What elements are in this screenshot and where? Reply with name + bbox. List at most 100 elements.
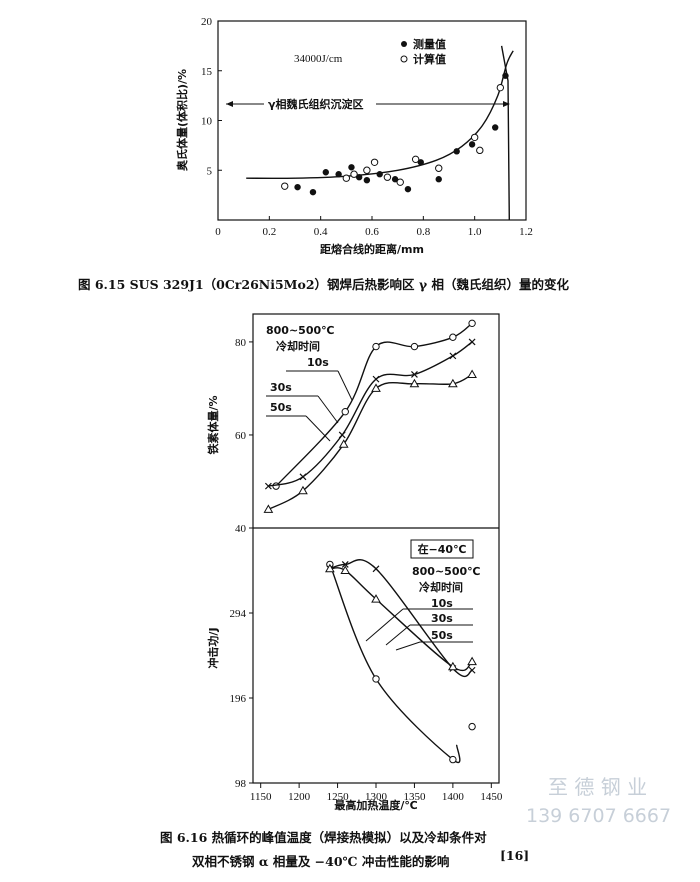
bottom-series-50s-point (325, 563, 335, 573)
data-point-open-circle (350, 170, 358, 178)
x-tick-label: 1350 (403, 791, 426, 803)
data-point-filled-circle (355, 174, 363, 181)
bottom-series-10s-point (372, 675, 380, 683)
bottom-y-tick-label: 294 (230, 608, 247, 620)
top-series-50s-point (371, 383, 381, 392)
data-point-filled-circle (335, 171, 342, 178)
chart-6-15-y-axis-label: 奥氏体量(体积比)/% (175, 69, 189, 172)
data-point-open-circle (496, 83, 505, 92)
condition-box (410, 539, 474, 559)
bottom-y-tick-label: 98 (235, 778, 247, 790)
y-tick-label: 5 (207, 165, 213, 177)
chart-6-16-x-axis-label: 最高加热温度/℃ (334, 798, 417, 812)
top-series-10s-point (372, 342, 380, 351)
bottom-series-50s-point (448, 661, 458, 671)
bottom-series-10s-point (468, 722, 476, 731)
top-series-30s-point (449, 352, 457, 360)
top-series-10s-point (410, 342, 419, 351)
chart-6-15-x-axis-label: 距熔合线的距离/mm (320, 242, 424, 256)
data-point-open-circle (435, 164, 443, 172)
top-y-tick-label: 80 (235, 337, 247, 349)
x-tick-label: 1300 (365, 791, 388, 803)
data-point-open-circle (363, 166, 371, 174)
y-tick-label: 20 (201, 16, 213, 28)
x-tick-label: 1150 (250, 791, 272, 803)
top-series-50s-point (263, 504, 274, 513)
bottom-series-30s-point (372, 565, 380, 573)
legend-open-circle-marker (400, 55, 408, 63)
data-point-open-circle (370, 158, 379, 166)
top-legend-title-2: 冷却时间 (276, 339, 320, 353)
bottom-legend-50s-label: 50s (431, 629, 453, 642)
top-series-30s-point (411, 371, 418, 378)
data-point-filled-circle (294, 183, 301, 191)
data-point-open-circle (476, 146, 484, 155)
top-series-50s-point (409, 378, 420, 388)
data-point-filled-circle (348, 164, 355, 171)
bottom-series-30s-line (329, 559, 473, 678)
bottom-series-30s-point (341, 561, 349, 568)
x-tick-label: 0.4 (314, 226, 328, 238)
data-point-filled-circle (376, 171, 383, 178)
bottom-series-30s-point (468, 666, 476, 674)
data-point-open-circle (383, 173, 392, 181)
region-annotation-label: γ相魏氏组织沉淀区 (268, 97, 364, 111)
top-series-50s-point (467, 369, 477, 378)
figure-6-16-caption-line-2: 双相不锈钢 α 相量及 −40℃ 冲击性能的影响 (191, 854, 449, 869)
chart-6-15-legend: 测量值 计算值 (400, 37, 446, 66)
data-point-filled-circle (453, 148, 460, 155)
chart-6-16-x-ticks: 1150 1200 1250 1300 1350 1400 1450 (250, 783, 503, 803)
condition-label: 在−40℃ (418, 542, 467, 556)
top-legend-30s-label: 30s (270, 381, 292, 394)
top-series-30s-point (299, 473, 307, 481)
chart-6-15-x-ticks: 0 0.2 0.4 0.6 0.8 1.0 1.2 (215, 216, 533, 238)
x-tick-label: 1.2 (519, 226, 533, 238)
watermark: 至 德 钢 业 139 6707 6667 (526, 775, 671, 827)
data-point-filled-circle (492, 124, 499, 131)
top-y-tick-label: 60 (235, 430, 247, 442)
x-tick-label: 1250 (327, 791, 350, 803)
region-annotation: γ相魏氏组织沉淀区 (226, 97, 510, 111)
x-tick-label: 0.2 (262, 226, 276, 238)
data-point-open-circle (342, 174, 351, 182)
x-tick-label: 1200 (288, 791, 311, 803)
data-point-filled-circle (404, 185, 412, 193)
chart-6-16-bottom-y-axis-label: 冲击功/J (206, 627, 220, 668)
data-point-open-circle (396, 178, 404, 186)
chart-6-15-marks (246, 45, 514, 221)
top-legend-10s-leader-diag (337, 370, 353, 401)
figure-6-15-caption: 图 6.15 SUS 329J1（0Cr26Ni5Mo2）钢焊后热影响区 γ 相… (78, 277, 569, 292)
bottom-series-50s-point (340, 565, 351, 574)
bottom-legend-30s-leader-diag (385, 624, 411, 646)
chart-6-16: 1150 1200 1250 1300 1350 1400 1450 40 60 80 98 196… (160, 313, 529, 869)
x-tick-label: 1.0 (468, 226, 482, 238)
top-series-30s-point (264, 482, 272, 490)
top-series-10s-point (468, 319, 476, 328)
figure-6-16-caption-ref: [16] (500, 848, 529, 863)
top-legend-30s-leader-diag (317, 395, 339, 424)
bottom-series-10s-line (329, 564, 461, 763)
legend-calculated-label: 计算值 (413, 52, 446, 66)
bottom-legend-10s-leader-diag (365, 608, 404, 642)
top-y-tick-label: 40 (235, 523, 247, 535)
top-series-10s-point (449, 333, 457, 341)
data-point-filled-circle (502, 72, 509, 79)
top-series-50s-point (448, 378, 458, 388)
chart-6-15-frame (217, 20, 527, 221)
chart-6-16-y-ticks: 40 60 80 98 196 294 (230, 337, 253, 790)
top-series-10s-point (341, 407, 349, 416)
bottom-series-50s-point (467, 656, 477, 666)
x-tick-label: 0.6 (365, 226, 379, 238)
curve-line (246, 50, 514, 180)
data-point-filled-circle (391, 176, 399, 183)
top-series-30s-line (268, 341, 473, 487)
legend-measured-label: 测量值 (413, 37, 446, 51)
bottom-legend-title-2: 冷却时间 (419, 580, 463, 594)
top-series-10s-point (272, 482, 280, 490)
bottom-legend-title-1: 800~500℃ (412, 565, 480, 578)
boundary-line (500, 45, 510, 221)
y-tick-label: 15 (201, 66, 213, 78)
data-point-filled-circle (417, 159, 424, 166)
top-legend-50s-label: 50s (270, 401, 292, 414)
